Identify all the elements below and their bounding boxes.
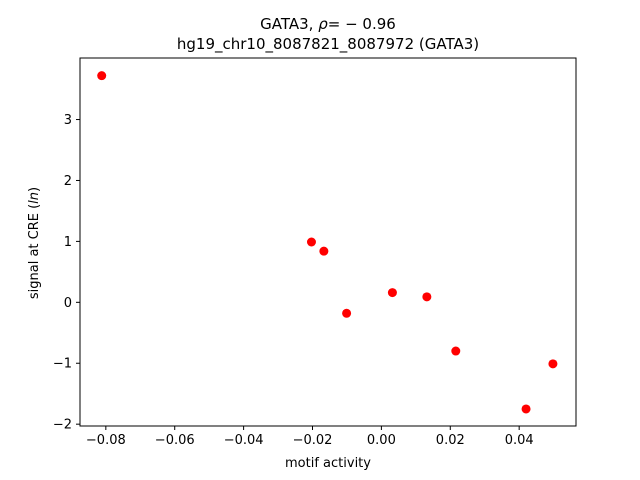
y-tick-label: 2 <box>64 174 72 189</box>
chart-title-line1: GATA3, ρ= − 0.96 <box>260 15 396 33</box>
x-tick-label: 0.02 <box>436 433 465 448</box>
y-tick-label: −1 <box>53 357 72 372</box>
data-point <box>319 246 329 256</box>
x-tick-label: −0.02 <box>293 433 333 448</box>
x-axis-label: motif activity <box>285 456 371 471</box>
y-axis-ticks: −2 −1 0 1 2 3 <box>53 113 80 433</box>
data-point <box>422 292 432 302</box>
y-axis-label: signal at CRE (ln) <box>27 187 42 299</box>
plot-frame <box>79 57 577 427</box>
x-tick-label: 0.00 <box>367 433 396 448</box>
data-point <box>548 359 558 369</box>
x-tick-label: 0.04 <box>505 433 534 448</box>
plot-area <box>79 57 577 427</box>
data-point <box>342 308 352 318</box>
chart-title-line2: hg19_chr10_8087821_8087972 (GATA3) <box>177 35 479 54</box>
x-tick-label: −0.06 <box>155 433 195 448</box>
x-axis-ticks: −0.08 −0.06 −0.04 −0.02 0.00 0.02 0.04 <box>86 426 534 448</box>
data-point <box>306 237 316 247</box>
data-points <box>97 71 558 414</box>
x-tick-label: −0.04 <box>224 433 264 448</box>
y-tick-label: 3 <box>64 113 72 128</box>
y-tick-label: 1 <box>64 235 72 250</box>
y-tick-label: 0 <box>64 296 72 311</box>
data-point <box>451 346 461 356</box>
y-tick-label: −2 <box>53 418 72 433</box>
x-tick-label: −0.08 <box>86 433 126 448</box>
data-point <box>387 288 397 298</box>
data-point <box>521 404 531 414</box>
data-point <box>97 71 107 81</box>
